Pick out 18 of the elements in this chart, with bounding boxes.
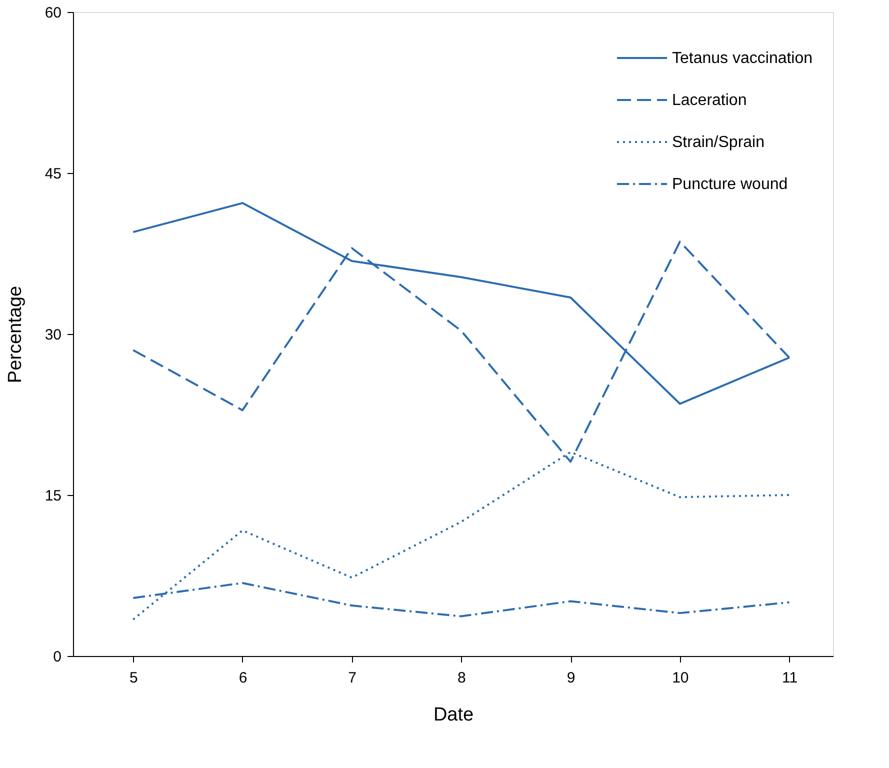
y-tick-label: 30 — [44, 326, 62, 344]
legend-label: Laceration — [672, 92, 747, 109]
x-tick-label: 5 — [129, 670, 138, 686]
y-tick-label: 0 — [53, 648, 62, 666]
y-tick-label: 15 — [44, 488, 62, 504]
legend-label: Strain/Sprain — [672, 134, 764, 151]
legend-label: Puncture wound — [672, 176, 788, 193]
y-tick-label: 60 — [44, 4, 62, 22]
x-tick-label: 9 — [566, 670, 576, 686]
x-tick-label: 10 — [672, 670, 689, 686]
legend-label: Tetanus vaccination — [672, 50, 813, 67]
x-tick-label: 6 — [238, 670, 248, 686]
x-tick-label: 8 — [458, 670, 466, 686]
y-tick-label: 45 — [44, 166, 62, 182]
x-tick-label: 11 — [782, 670, 798, 686]
y-axis-title: Percentage — [4, 286, 26, 384]
x-axis-title: Date — [433, 704, 474, 726]
x-tick-label: 7 — [348, 670, 357, 686]
